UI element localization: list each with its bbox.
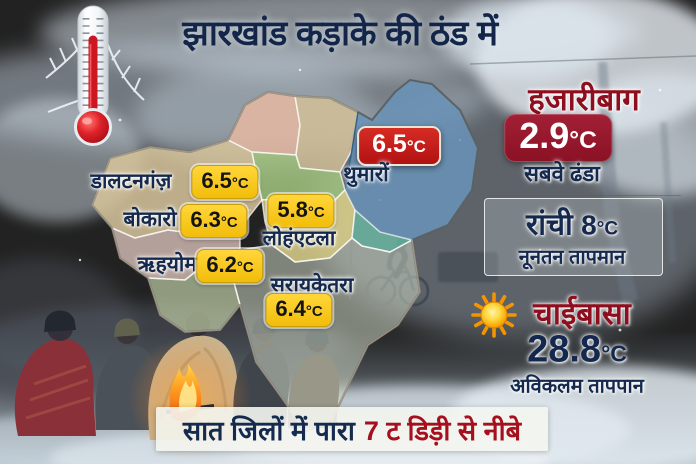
chaibasa-name: चाईबासा xyxy=(533,296,631,331)
temp-unit: °C xyxy=(231,175,249,192)
hazaribagh-name: हजारीबाग xyxy=(528,82,640,117)
hazaribagh-caption: सबवे ढंडा xyxy=(524,161,600,186)
temp-unit: °C xyxy=(596,218,619,240)
hazaribagh-temp-box: 2.9°C xyxy=(504,114,612,162)
ranchi-caption: नूनतन तापमान xyxy=(518,246,626,269)
temp-chip-seraikela: 6.4°C xyxy=(265,293,333,327)
temp-unit: °C xyxy=(220,214,238,231)
district-top-salmon xyxy=(227,91,301,156)
chaibasa-temp: 28.8°C xyxy=(527,329,627,372)
temp-value: 6.4 xyxy=(275,296,306,321)
ranchi-temp-line: रांची 8°C xyxy=(526,203,618,244)
temp-value: 28.8 xyxy=(527,328,602,371)
temp-chip-thumaron: 6.5°C xyxy=(357,126,441,166)
ranchi-name: रांची xyxy=(525,208,573,242)
temp-chip-daltonganj: 6.5°C xyxy=(191,165,259,199)
map-label-lohentala: लोहंएटला xyxy=(262,227,336,250)
temp-unit: °C xyxy=(601,340,627,367)
banner-text-red: 7 ट डिड़ी से नीबे xyxy=(363,415,522,446)
chaibasa-caption: अविकलम तापपान xyxy=(510,375,644,398)
ranchi-box xyxy=(484,198,663,276)
temp-value: 6.5 xyxy=(372,130,407,158)
sun-icon xyxy=(471,292,517,338)
temp-unit: °C xyxy=(305,303,323,320)
map-label-daltonganj: डालटनगंज़ xyxy=(90,170,172,193)
banner-text-navy: सात जिलों में पारा xyxy=(182,415,355,446)
page-title: झारखांड कड़ाके की ठंड में xyxy=(182,14,498,53)
map-label-krahyoman: ऋहयोमां xyxy=(137,253,203,276)
temp-chip-lohentala: 5.8°C xyxy=(267,194,335,228)
temp-value: 2.9 xyxy=(519,115,570,156)
temp-unit: °C xyxy=(406,137,426,156)
map-label-bokaro: बोकारो xyxy=(123,208,177,231)
bottom-banner: सात जिलों में पारा 7 ट डिड़ी से नीबे xyxy=(156,407,548,451)
temp-unit: °C xyxy=(307,204,325,221)
temp-unit: °C xyxy=(236,259,254,276)
street-cart xyxy=(438,252,498,282)
temp-chip-krahyoman: 6.2°C xyxy=(196,249,264,283)
temp-value: 6.5 xyxy=(201,168,232,193)
state-outline xyxy=(90,78,480,434)
map-label-thumaron: थुमारों xyxy=(343,163,389,186)
temp-chip-bokaro: 6.3°C xyxy=(180,204,248,238)
temp-unit: °C xyxy=(569,127,597,154)
panel-divider xyxy=(488,195,681,196)
temp-value: 8 xyxy=(581,209,597,241)
temp-value: 6.2 xyxy=(206,252,237,277)
map-label-seraikela: सरायकेतरा xyxy=(270,274,354,297)
temp-value: 6.3 xyxy=(190,207,221,232)
thermometer-icon xyxy=(45,5,145,146)
temp-value: 5.8 xyxy=(277,197,308,222)
